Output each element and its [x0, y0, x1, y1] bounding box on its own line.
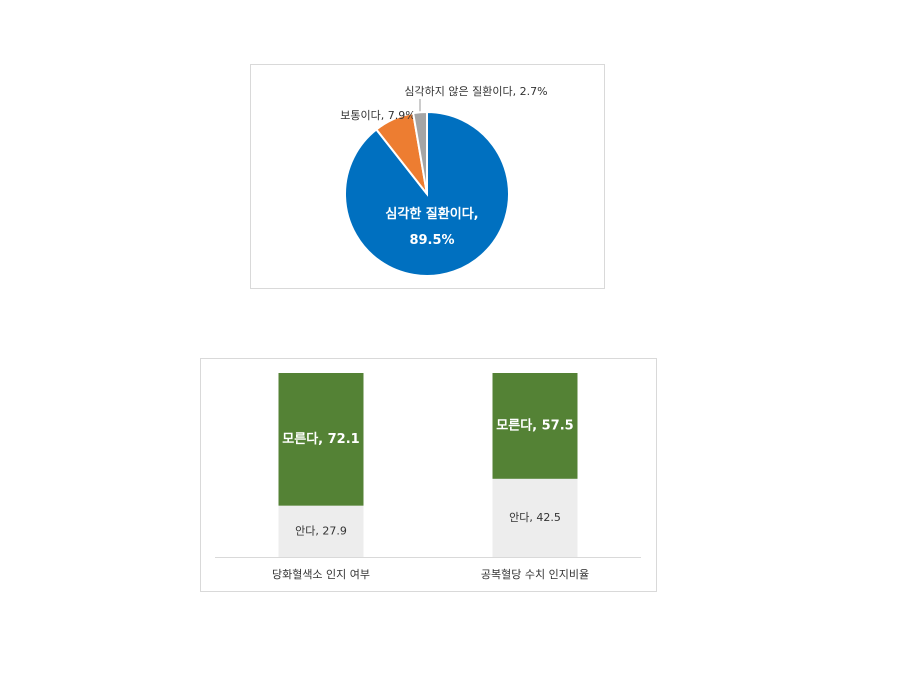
- pie-slice: [412, 110, 428, 195]
- bar-segment: 모른다: [278, 373, 364, 506]
- data-label: 안다, 27.9: [295, 524, 347, 537]
- data-label: 안다, 42.5: [509, 511, 561, 524]
- x-tick-label: 공복혈당 수치 인지비율: [481, 567, 589, 581]
- bar-frame: [200, 358, 657, 592]
- data-label: 심각하지 않은 질환이다, 2.7%: [404, 84, 547, 98]
- bar-segment: 안다: [278, 505, 364, 557]
- bar-segment: 안다: [492, 478, 578, 557]
- data-label: 모른다, 57.5: [496, 417, 573, 433]
- data-label: 보통이다, 7.9%: [340, 109, 415, 122]
- data-label: 심각한 질환이다, 89.5%: [385, 207, 479, 248]
- bar-segment: 모른다: [492, 373, 578, 479]
- x-tick-label: 당화혈색소 인지 여부: [272, 567, 370, 581]
- data-label: 모른다, 72.1: [282, 431, 359, 447]
